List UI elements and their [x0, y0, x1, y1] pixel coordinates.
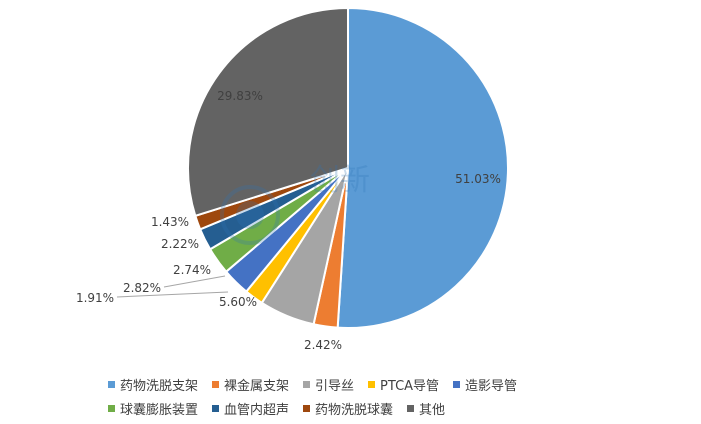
legend-label: 药物洗脱球囊: [315, 402, 394, 418]
legend-item: PTCA导管: [368, 375, 439, 394]
legend-swatch: [108, 404, 115, 412]
legend-swatch: [212, 380, 220, 388]
legend-label: 血管内超声: [224, 402, 290, 418]
pie-slices: [187, 6, 510, 329]
data-label: 2.82%: [123, 281, 161, 295]
legend-swatch: [368, 380, 376, 388]
legend-row: 药物洗脱支架 裸金属支架 引导丝 PTCA导管 造影导管: [108, 372, 628, 396]
legend-label: 药物洗脱支架: [120, 378, 199, 394]
leader-lines: [116, 275, 229, 298]
legend-swatch: [407, 404, 415, 412]
data-label: 2.74%: [173, 263, 211, 277]
data-label: 2.22%: [161, 237, 199, 251]
legend-label: 其他: [419, 402, 446, 418]
data-label: 29.83%: [217, 89, 263, 103]
leader-line: [163, 275, 226, 288]
legend-swatch: [108, 380, 115, 388]
legend-item: 引导丝: [303, 375, 354, 394]
data-label: 51.03%: [455, 172, 501, 186]
leader-line: [116, 291, 229, 298]
legend-item: 药物洗脱支架: [108, 375, 198, 394]
legend-label: 造影导管: [465, 378, 518, 394]
legend-label: 引导丝: [315, 378, 355, 394]
legend-item: 造影导管: [453, 375, 517, 394]
pie-slice: [336, 6, 510, 329]
legend-item: 裸金属支架: [212, 375, 289, 394]
legend-swatch: [453, 380, 461, 388]
legend-row: 球囊膨胀装置 血管内超声 药物洗脱球囊 其他: [108, 396, 628, 420]
legend-item: 其他: [407, 399, 445, 418]
pie-slice: [187, 6, 349, 218]
legend-label: 球囊膨胀装置: [120, 402, 199, 418]
legend-item: 血管内超声: [212, 399, 289, 418]
legend-swatch: [303, 404, 311, 412]
data-label: 1.43%: [151, 215, 189, 229]
legend: 药物洗脱支架 裸金属支架 引导丝 PTCA导管 造影导管 球囊膨胀装置 血管内超声 药物洗脱…: [108, 372, 628, 420]
legend-label: 裸金属支架: [224, 378, 290, 394]
data-label: 2.42%: [304, 338, 342, 352]
legend-label: PTCA导管: [380, 378, 440, 394]
data-labels: 51.03% 2.42% 5.60% 1.91% 2.82% 2.74% 2.22% 1.43…: [76, 89, 501, 352]
legend-item: 药物洗脱球囊: [303, 399, 393, 418]
data-label: 1.91%: [76, 291, 114, 305]
legend-swatch: [303, 380, 311, 388]
legend-item: 球囊膨胀装置: [108, 399, 198, 418]
data-label: 5.60%: [219, 295, 257, 309]
legend-swatch: [212, 404, 220, 412]
